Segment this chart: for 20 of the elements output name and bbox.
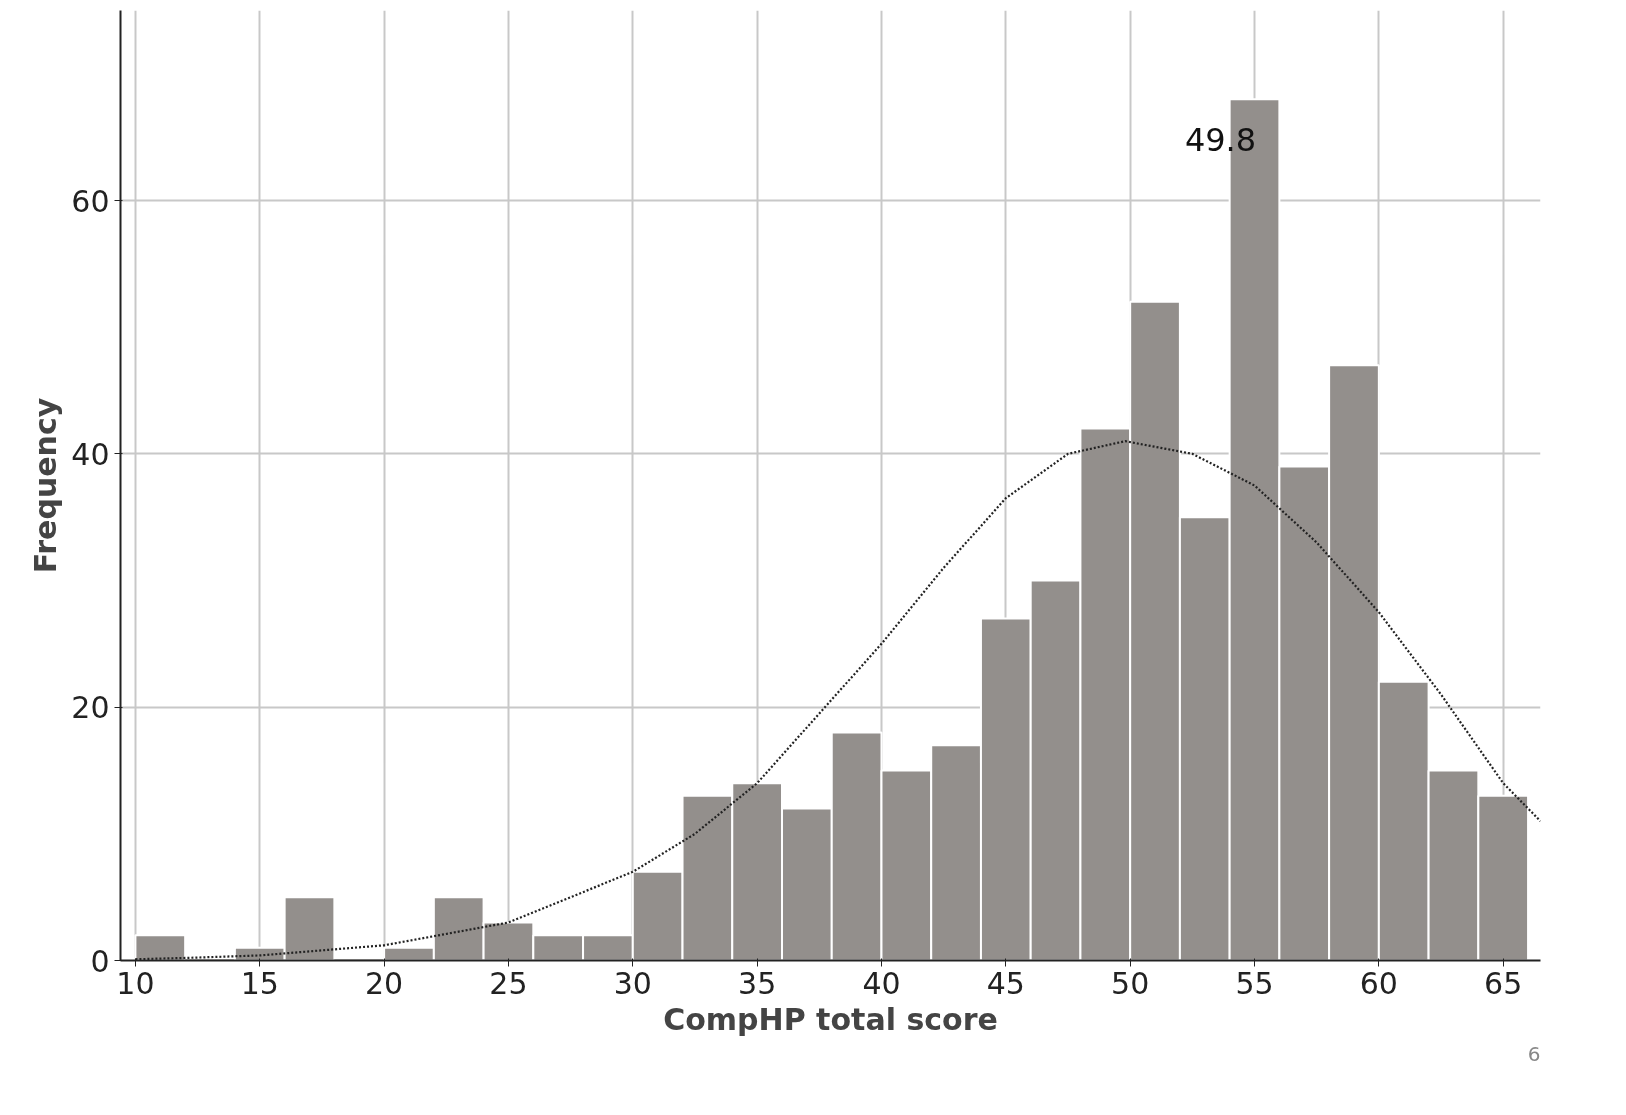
x-tick-label: 35 bbox=[738, 965, 777, 1001]
y-tick-label: 20 bbox=[71, 690, 110, 726]
y-tick-label: 60 bbox=[71, 183, 110, 219]
x-tick-label: 15 bbox=[240, 965, 279, 1001]
y-axis-title: Frequency bbox=[28, 397, 64, 574]
y-tick-label: 40 bbox=[71, 436, 110, 472]
text: 6 bbox=[1527, 1041, 1541, 1066]
x-tick-label: 55 bbox=[1235, 965, 1274, 1001]
x-tick-label: 10 bbox=[116, 965, 155, 1001]
x-tick-label: 65 bbox=[1484, 965, 1523, 1001]
x-tick-label: 45 bbox=[986, 965, 1025, 1001]
x-tick-label: 30 bbox=[613, 965, 652, 1001]
x-tick-label: 20 bbox=[365, 965, 404, 1001]
y-tick-label: 0 bbox=[90, 943, 110, 979]
x-tick-label: 25 bbox=[489, 965, 528, 1001]
annotation: 49.8 bbox=[1184, 120, 1257, 159]
x-tick-label: 60 bbox=[1359, 965, 1398, 1001]
x-axis-title: CompHP total score bbox=[663, 1001, 998, 1037]
x-tick-label: 40 bbox=[862, 965, 901, 1001]
x-tick-label: 50 bbox=[1111, 965, 1150, 1001]
